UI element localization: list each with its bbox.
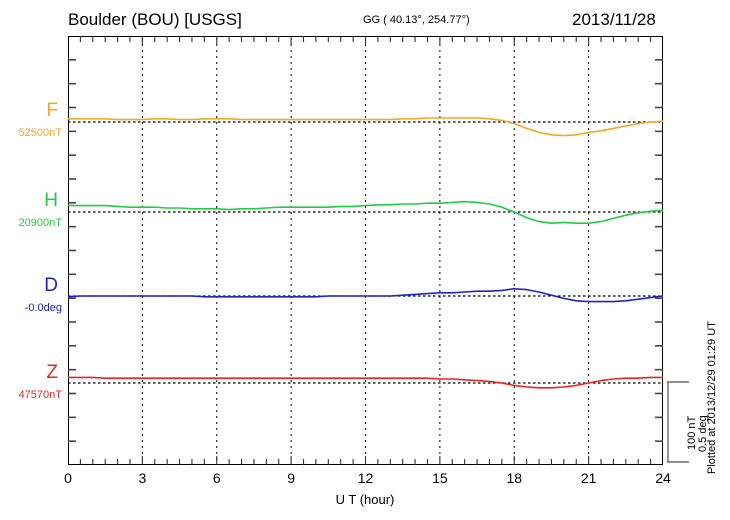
observation-date: 2013/11/28 (572, 10, 656, 29)
component-baselines (68, 121, 663, 384)
page-title: Boulder (BOU) [USGS] (68, 10, 242, 29)
x-axis-title: U T (hour) (335, 492, 395, 507)
scale-bar (667, 381, 689, 463)
geographic-coordinates: GG ( 40.13°, 254.77°) (363, 14, 470, 26)
x-tick-label-0: 0 (64, 470, 72, 486)
x-tick-label-15: 15 (432, 470, 448, 486)
x-tick-label-12: 12 (357, 470, 374, 486)
component-label-D: D (44, 275, 58, 296)
plotted-at-timestamp: Plotted at 2013/12/29 01:29 UT (706, 321, 718, 474)
component-label-Z: Z (46, 362, 58, 383)
x-tick-label-6: 6 (212, 470, 221, 486)
magnetogram-plot (68, 36, 663, 465)
x-tick-label-9: 9 (287, 470, 296, 486)
component-label-H: H (44, 190, 58, 211)
component-value-Z: 47570nT (18, 389, 62, 401)
x-tick-label-21: 21 (580, 470, 597, 486)
x-axis-ticks (79, 36, 652, 465)
x-tick-label-24: 24 (655, 470, 671, 486)
component-value-D: -0.0deg (24, 302, 62, 314)
x-tick-label-3: 3 (138, 470, 147, 486)
y-axis-ticks (68, 59, 663, 442)
component-traces (68, 117, 663, 389)
grid-lines (141, 38, 590, 463)
component-value-H: 20900nT (18, 217, 62, 229)
component-label-F: F (46, 100, 58, 121)
component-value-F: 52500nT (18, 127, 62, 139)
x-tick-label-18: 18 (506, 470, 523, 486)
